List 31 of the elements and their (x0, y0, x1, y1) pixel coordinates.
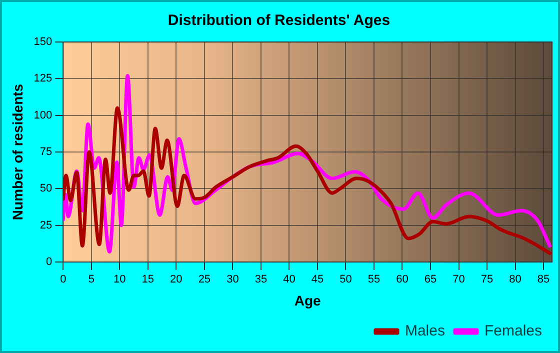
legend-label: Females (484, 322, 542, 340)
y-tick-label: 150 (34, 36, 52, 48)
x-tick-label: 45 (311, 274, 324, 286)
x-tick-label: 10 (114, 274, 126, 286)
y-tick-label: 50 (40, 182, 52, 195)
y-tick-label: 25 (40, 219, 52, 232)
x-tick-label: 80 (509, 274, 522, 286)
x-tick-label: 40 (283, 274, 296, 286)
x-tick-label: 35 (254, 274, 268, 286)
x-tick-label: 55 (368, 274, 380, 286)
y-tick-label: 125 (34, 72, 52, 85)
x-tick-label: 5 (88, 274, 94, 286)
y-tick-label: 100 (34, 109, 52, 122)
x-tick-label: 75 (480, 274, 494, 286)
chart-title: Distribution of Residents' Ages (168, 12, 390, 30)
x-tick-label: 65 (424, 274, 437, 286)
x-tick-label: 30 (226, 274, 239, 286)
x-tick-label: 60 (396, 274, 408, 286)
y-axis-title: Number of residents (9, 84, 26, 220)
x-tick-label: 20 (170, 274, 182, 286)
x-tick-label: 50 (340, 274, 352, 286)
x-tick-label: 15 (142, 274, 154, 286)
line-series (63, 106, 552, 255)
x-tick-label: 25 (198, 274, 211, 286)
x-axis-title: Age (294, 292, 322, 308)
legend-label: Males (404, 322, 445, 340)
x-tick-label: 85 (537, 274, 550, 286)
x-tick-label: 0 (60, 274, 66, 286)
x-tick-label: 70 (452, 274, 465, 286)
y-tick-label: 0 (46, 256, 52, 268)
y-tick-label: 75 (40, 146, 52, 158)
